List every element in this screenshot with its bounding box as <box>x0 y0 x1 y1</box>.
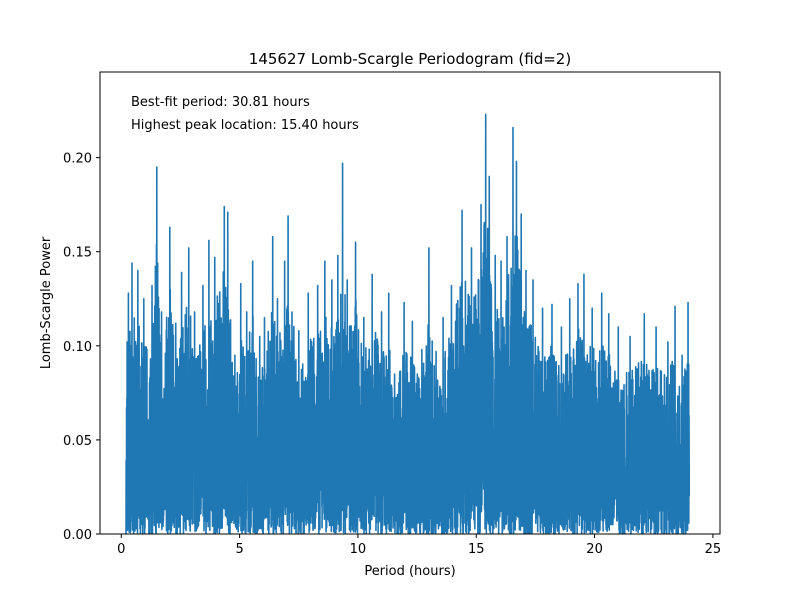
y-tick-label-1: 0.05 <box>63 434 92 449</box>
chart-title: 145627 Lomb-Scargle Periodogram (fid=2) <box>249 50 571 68</box>
y-tick-label-3: 0.15 <box>63 246 92 261</box>
x-tick-label-5: 25 <box>705 542 722 557</box>
x-tick-label-1: 5 <box>235 542 243 557</box>
x-tick-label-2: 10 <box>350 542 367 557</box>
annotation-highest-peak: Highest peak location: 15.40 hours <box>131 118 359 133</box>
y-tick-label-2: 0.10 <box>63 340 92 355</box>
x-axis-label: Period (hours) <box>364 564 455 579</box>
y-axis-label: Lomb-Scargle Power <box>39 236 54 369</box>
x-tick-label-3: 15 <box>468 542 485 557</box>
x-axis-ticks: 0 5 10 15 20 25 <box>117 534 721 557</box>
axes-frame <box>99 71 721 535</box>
y-tick-label-0: 0.00 <box>63 528 92 543</box>
y-axis-ticks: 0.00 0.05 0.10 0.15 0.20 <box>63 152 100 543</box>
power-series-line <box>125 113 691 534</box>
y-tick-label-4: 0.20 <box>63 152 92 167</box>
x-tick-label-4: 20 <box>586 542 603 557</box>
plot-area <box>99 71 721 535</box>
annotation-best-fit: Best-fit period: 30.81 hours <box>131 95 310 110</box>
x-tick-label-0: 0 <box>117 542 125 557</box>
